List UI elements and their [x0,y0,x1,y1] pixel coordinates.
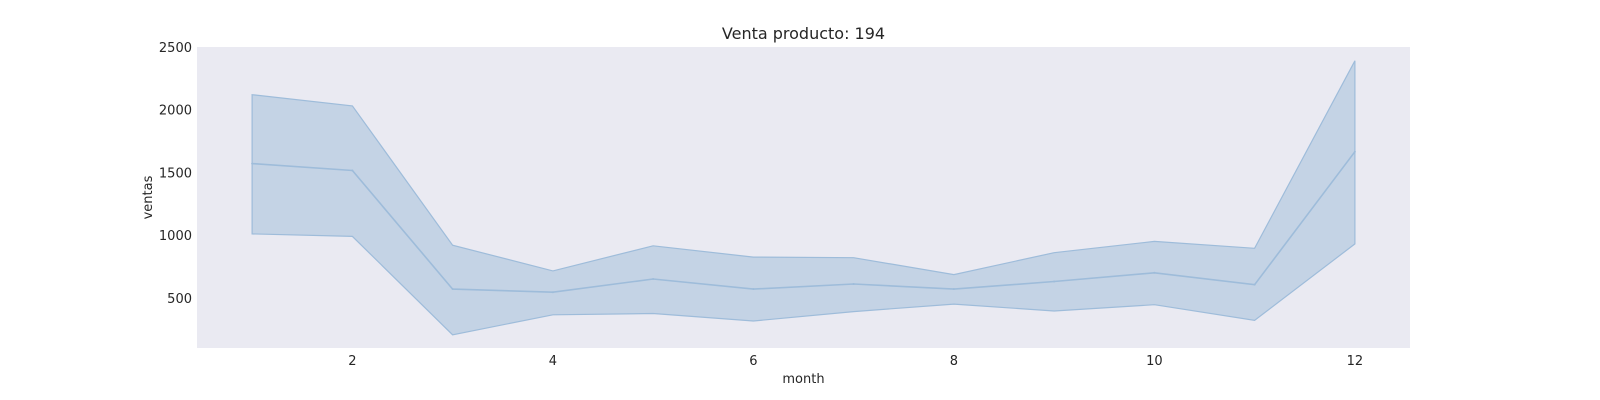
data-point [451,288,454,291]
data-point [1053,280,1056,283]
data-point [852,283,855,286]
chart-title: Venta producto: 194 [722,24,885,43]
data-point [1353,150,1356,153]
x-tick-labels: 2 4 6 8 10 12 [348,354,1363,369]
confidence-band [251,60,1356,336]
x-tick-label: 4 [549,354,557,369]
data-point [551,291,554,294]
data-point [1253,283,1256,286]
y-tick-label: 2500 [159,41,192,56]
y-tick-label: 500 [167,292,192,307]
y-tick-label: 1500 [159,166,192,181]
y-axis-label: ventas [141,175,156,219]
x-tick-label: 12 [1347,354,1364,369]
data-point [351,169,354,172]
data-point [752,288,755,291]
x-axis-label: month [782,372,824,387]
y-tick-label: 2000 [159,104,192,119]
x-tick-label: 2 [348,354,356,369]
x-tick-label: 6 [749,354,757,369]
y-tick-labels: 500 1000 1500 2000 2500 [159,41,192,307]
y-tick-label: 1000 [159,229,192,244]
data-point [1153,271,1156,274]
data-point [251,162,254,165]
x-tick-label: 8 [950,354,958,369]
series-line [252,151,1356,294]
data-point [652,278,655,281]
x-tick-label: 10 [1146,354,1163,369]
data-point [952,288,955,291]
